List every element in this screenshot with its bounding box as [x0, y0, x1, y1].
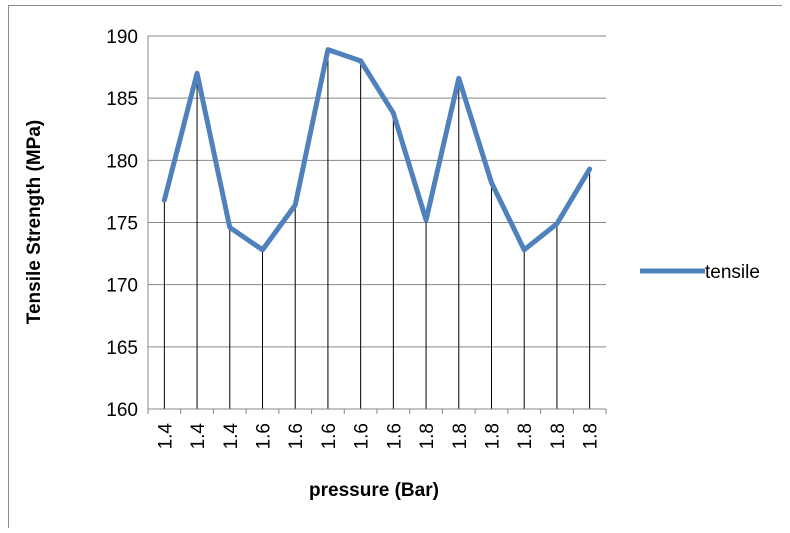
x-tick-label: 1.6	[254, 423, 275, 449]
x-tick-label: 1.4	[221, 423, 242, 450]
x-tick-label: 1.6	[286, 423, 307, 449]
x-axis-title: pressure (Bar)	[309, 480, 439, 501]
x-tick-label: 1.8	[450, 423, 471, 449]
series-line-tensile	[161, 47, 593, 253]
data-point	[523, 249, 525, 251]
data-point	[556, 223, 558, 225]
y-tick-label: 190	[106, 27, 138, 48]
series-layer	[161, 47, 593, 253]
y-tick-label: 185	[106, 89, 138, 110]
axes	[147, 36, 607, 414]
data-point	[327, 49, 329, 51]
legend: tensile	[640, 262, 760, 283]
chart-frame	[8, 5, 782, 528]
y-tick-label: 170	[106, 276, 138, 297]
y-tick-label: 160	[106, 400, 138, 421]
x-tick-label: 1.6	[384, 423, 405, 449]
x-tick-label: 1.8	[548, 423, 569, 449]
data-point	[163, 199, 165, 201]
gridlines	[148, 35, 606, 410]
data-point	[229, 226, 231, 228]
x-tick-labels: 1.4 1.4 1.4 1.6 1.6 1.6 1.6 1.6 1.8 1.8 1.8 1.8 1.8 1…	[155, 423, 601, 450]
x-tick-label: 1.8	[581, 423, 602, 449]
x-tick-label: 1.6	[352, 423, 373, 449]
data-point	[294, 204, 296, 206]
y-tick-label: 175	[106, 214, 138, 235]
data-point	[360, 60, 362, 62]
y-axis-title: Tensile Strength (MPa)	[24, 120, 45, 324]
data-point	[425, 219, 427, 221]
data-point	[458, 77, 460, 79]
data-point	[392, 112, 394, 114]
drop-lines	[163, 49, 591, 409]
y-tick-label: 180	[106, 151, 138, 172]
x-tick-label: 1.8	[417, 423, 438, 449]
data-point	[262, 249, 263, 251]
data-point	[491, 182, 492, 184]
data-point	[196, 72, 198, 74]
x-tick-label: 1.6	[319, 423, 340, 449]
x-tick-label: 1.8	[515, 423, 536, 449]
legend-label: tensile	[705, 262, 760, 283]
data-point	[589, 168, 591, 170]
y-tick-label: 165	[106, 338, 138, 359]
x-tick-label: 1.4	[188, 423, 209, 450]
x-tick-label: 1.8	[483, 423, 504, 449]
y-tick-labels: 160 165 170 175 180 185 190	[106, 27, 138, 421]
x-tick-label: 1.4	[155, 423, 176, 450]
